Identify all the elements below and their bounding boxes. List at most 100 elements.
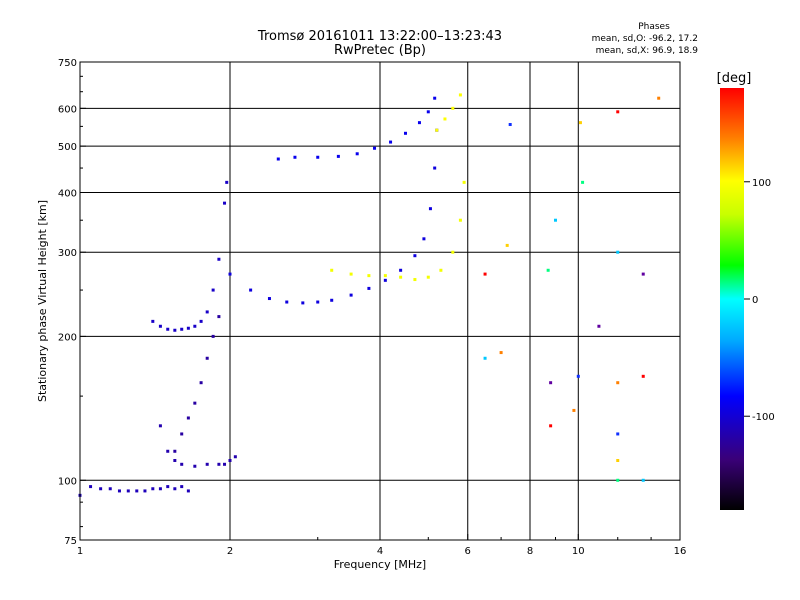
y-axis-ticks: 75 100 200 300 400 500 600 750 — [58, 58, 86, 547]
data-point — [193, 324, 197, 328]
data-point — [166, 485, 170, 489]
y-tick-label: 100 — [58, 476, 77, 487]
x-axis-label: Frequency [MHz] — [334, 558, 426, 571]
data-point — [367, 274, 371, 278]
data-point — [433, 166, 437, 170]
data-point — [158, 487, 162, 491]
data-point — [483, 272, 487, 276]
grid-lines — [80, 62, 680, 540]
data-point — [211, 334, 215, 338]
data-point — [217, 257, 221, 261]
data-point — [193, 464, 197, 468]
chart-title: Tromsø 20161011 13:22:00–13:23:43 — [257, 29, 502, 44]
y-tick-label: 600 — [58, 104, 77, 115]
y-tick-label: 750 — [58, 58, 77, 69]
data-point — [389, 140, 393, 144]
data-point — [616, 381, 620, 385]
data-point — [186, 326, 190, 330]
data-point — [641, 478, 645, 482]
chart-subtitle: RwPretec (Bp) — [334, 43, 426, 58]
x-tick-label: 6 — [465, 546, 471, 557]
data-point — [233, 455, 237, 459]
data-point — [451, 250, 455, 254]
data-point — [293, 155, 297, 159]
phase-info-heading: Phases — [638, 22, 670, 32]
data-point — [151, 487, 155, 491]
data-point — [249, 288, 253, 292]
data-point — [126, 489, 130, 493]
data-point — [336, 154, 340, 158]
data-point — [223, 201, 227, 205]
data-point — [439, 268, 443, 272]
data-point — [413, 254, 417, 258]
phase-info-x: mean, sd,X: 96.9, 18.9 — [596, 46, 699, 56]
data-point — [205, 356, 209, 360]
data-point — [426, 275, 430, 279]
colorbar-ticks: 100 0 -100 — [744, 178, 775, 423]
data-point — [549, 424, 553, 428]
data-point — [373, 146, 377, 150]
y-tick-label: 200 — [58, 332, 77, 343]
data-point — [267, 297, 271, 301]
colorbar — [720, 88, 744, 510]
data-point — [417, 121, 421, 125]
data-point — [89, 485, 93, 489]
data-point — [399, 275, 403, 279]
x-tick-label: 4 — [377, 546, 383, 557]
data-point — [349, 293, 353, 297]
data-point — [349, 272, 353, 276]
data-point — [276, 157, 280, 161]
x-tick-label: 1 — [77, 546, 83, 557]
data-point — [616, 458, 620, 462]
data-point — [597, 324, 601, 328]
data-point — [428, 207, 432, 211]
colorbar-tick-label: 100 — [752, 178, 771, 189]
data-point — [435, 128, 439, 132]
phase-info-o: mean, sd,O: -96.2, 17.2 — [592, 34, 698, 44]
data-point — [355, 152, 359, 156]
data-point — [426, 110, 430, 114]
data-point — [173, 487, 177, 491]
x-tick-label: 8 — [527, 546, 533, 557]
data-point — [217, 462, 221, 466]
y-tick-label: 400 — [58, 188, 77, 199]
data-point — [330, 268, 334, 272]
data-point — [462, 180, 466, 184]
data-point — [546, 268, 550, 272]
data-point — [158, 324, 162, 328]
data-point — [581, 180, 585, 184]
data-point — [616, 478, 620, 482]
data-point — [217, 315, 221, 319]
y-tick-label: 500 — [58, 142, 77, 153]
data-point — [383, 274, 387, 278]
data-point — [180, 462, 184, 466]
data-point — [173, 458, 177, 462]
data-point — [383, 278, 387, 282]
data-point — [173, 449, 177, 453]
data-point — [483, 356, 487, 360]
data-point — [367, 286, 371, 290]
data-point — [285, 300, 289, 304]
data-point — [578, 121, 582, 125]
data-point — [205, 310, 209, 314]
data-point — [413, 278, 417, 282]
data-point — [399, 268, 403, 272]
data-point — [158, 424, 162, 428]
x-tick-label: 10 — [572, 546, 585, 557]
y-tick-label: 75 — [64, 536, 77, 547]
data-point — [301, 301, 305, 305]
data-point — [616, 432, 620, 436]
data-point — [173, 328, 177, 332]
data-point — [616, 250, 620, 254]
data-point — [180, 432, 184, 436]
data-point — [422, 237, 426, 241]
data-point — [193, 401, 197, 405]
colorbar-tick-label: -100 — [752, 412, 775, 423]
data-point — [99, 487, 103, 491]
data-point — [657, 96, 661, 100]
data-point — [180, 485, 184, 489]
data-point — [641, 374, 645, 378]
data-points — [78, 93, 661, 497]
data-point — [316, 155, 320, 159]
